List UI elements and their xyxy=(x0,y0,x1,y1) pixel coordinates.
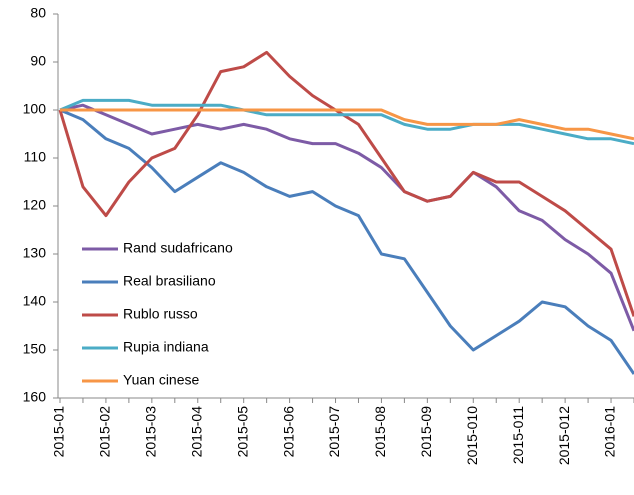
x-tick-label: 2015-011 xyxy=(510,406,526,464)
y-tick-label: 90 xyxy=(30,53,46,69)
x-tick-label: 2015-08 xyxy=(372,406,388,458)
y-tick-label: 140 xyxy=(23,293,47,309)
legend-label: Yuan cinese xyxy=(123,372,199,388)
x-tick-label: 2015-05 xyxy=(234,406,250,458)
x-tick-label: 2016-01 xyxy=(602,406,618,458)
x-tick-label: 2015-09 xyxy=(418,406,434,458)
legend-label: Rand sudafricano xyxy=(123,240,233,256)
series-line xyxy=(58,50,634,317)
y-tick-label: 80 xyxy=(30,5,46,21)
x-tick-label: 2015-01 xyxy=(51,406,67,458)
legend-label: Real brasiliano xyxy=(123,273,216,289)
x-tick-label: 2015-010 xyxy=(464,406,480,465)
y-tick-label: 120 xyxy=(23,197,47,213)
x-tick-label: 2015-04 xyxy=(188,406,204,458)
y-tick-label: 150 xyxy=(23,341,47,357)
x-tick-label: 2015-03 xyxy=(143,406,159,458)
y-tick-label: 100 xyxy=(23,101,47,117)
series-line xyxy=(59,98,634,146)
series-line xyxy=(60,108,634,141)
y-tick-label: 160 xyxy=(23,389,47,405)
series-line xyxy=(59,103,634,332)
x-tick-label: 2015-07 xyxy=(326,406,342,458)
x-tick-label: 2015-012 xyxy=(556,406,572,465)
series-line xyxy=(59,108,634,375)
y-tick-label: 110 xyxy=(24,149,47,165)
legend-label: Rupia indiana xyxy=(123,339,209,355)
x-tick-label: 2015-06 xyxy=(280,406,296,458)
legend-label: Rublo russo xyxy=(123,306,198,322)
y-tick-label: 130 xyxy=(23,245,47,261)
x-tick-label: 2015-02 xyxy=(97,406,113,458)
